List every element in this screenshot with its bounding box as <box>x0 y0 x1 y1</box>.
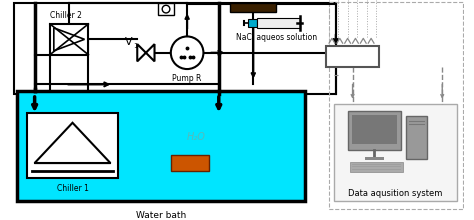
Text: 1: 1 <box>133 43 137 49</box>
Bar <box>352 115 397 144</box>
Bar <box>18 91 305 201</box>
Text: V: V <box>125 37 132 47</box>
Bar <box>334 104 456 201</box>
Bar <box>230 3 276 13</box>
Bar <box>365 157 384 160</box>
Bar <box>326 46 379 67</box>
Bar <box>50 24 88 55</box>
Bar <box>350 162 403 172</box>
Text: Water bath: Water bath <box>136 211 186 220</box>
Bar <box>257 18 301 28</box>
Text: H₂O: H₂O <box>186 132 205 142</box>
Bar <box>15 3 336 94</box>
Text: NaCl aqueos solution: NaCl aqueos solution <box>236 33 317 42</box>
Bar <box>247 19 257 27</box>
Text: Chiller 2: Chiller 2 <box>50 11 82 20</box>
Bar <box>27 113 118 178</box>
Bar <box>329 2 464 209</box>
Bar <box>348 111 401 150</box>
Text: ω 5: ω 5 <box>183 159 197 168</box>
Text: Data aqusition system: Data aqusition system <box>348 189 442 198</box>
Text: Chiller 1: Chiller 1 <box>56 184 89 193</box>
Bar <box>158 3 173 15</box>
Text: Pump R: Pump R <box>173 74 202 83</box>
Bar <box>406 116 427 159</box>
Circle shape <box>171 37 203 69</box>
Bar <box>171 155 209 171</box>
Text: AR207: AR207 <box>337 51 369 62</box>
